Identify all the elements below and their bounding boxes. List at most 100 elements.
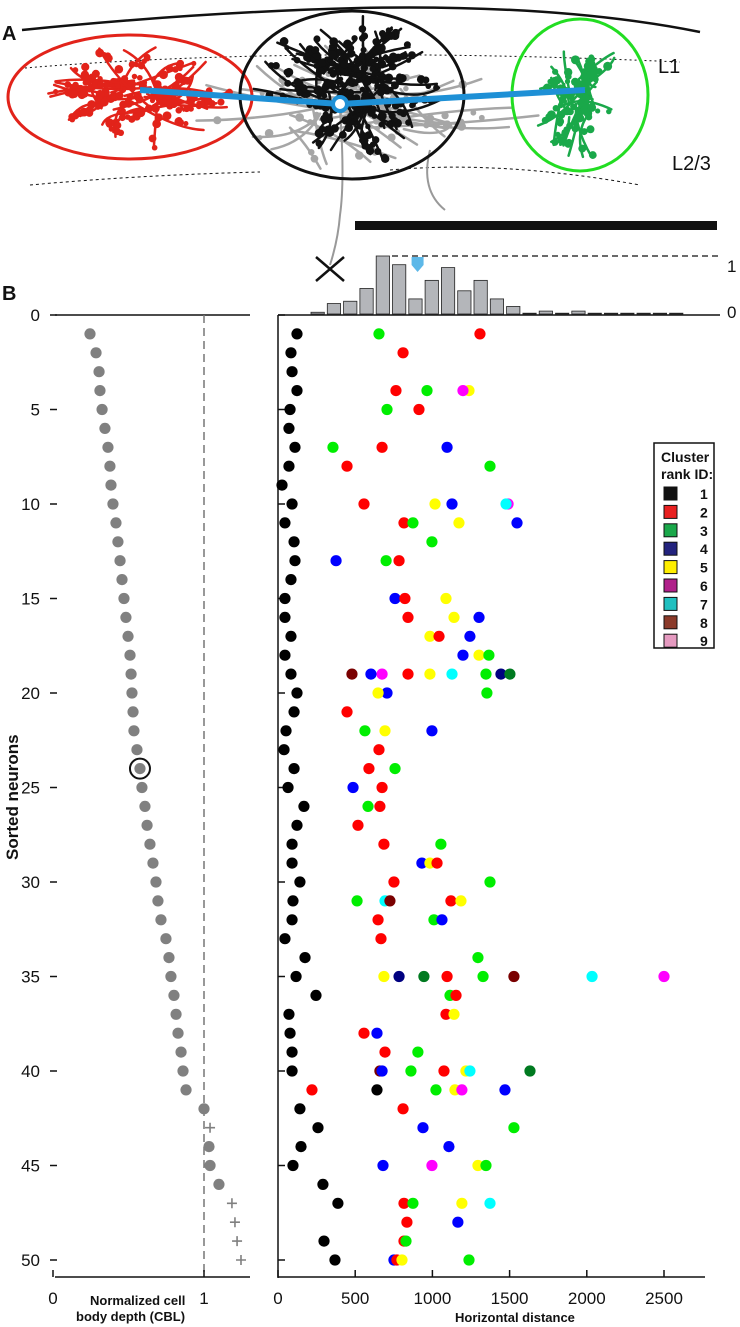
dendrite-varicosity [353,80,359,87]
distance-point-blue [389,592,401,605]
dendrite-varicosity [272,62,280,70]
dendrite-varicosity [72,81,79,89]
depth-point [198,1103,210,1115]
distance-point-green [421,385,433,397]
distance-point-yellow [448,611,460,624]
dendrite-varicosity [100,98,109,107]
distance-point-black [317,1178,329,1190]
legend-item-label: 2 [700,504,708,520]
distance-point-green [480,668,492,680]
dendrite-varicosity [378,87,386,95]
dendrite-varicosity [329,70,337,78]
distance-point-red [306,1084,318,1096]
dendrite-varicosity [373,56,379,62]
distance-point-green [351,895,363,907]
distance-point-magenta [456,1084,468,1096]
depth-point [118,592,130,605]
cluster-legend: Cluster rank ID: 1 2 3 4 5 6 7 8 9 [653,442,715,649]
distance-point-black [286,838,298,850]
dendrite-varicosity [547,78,554,85]
distance-point-black [286,366,298,378]
distance-point-red [358,498,370,510]
distance-point-black [318,1235,330,1247]
distance-point-green [430,1084,442,1096]
depth-point [116,574,128,586]
distance-point-green [508,1122,520,1134]
dendrite-varicosity [586,70,596,79]
layer-l23-label: L2/3 [672,153,711,175]
depth-ylabel: Sorted neurons [3,734,22,860]
histogram-bar [604,312,619,315]
histogram-bar [326,303,341,315]
dendrite-varicosity [105,54,113,63]
dendrite-varicosity [81,62,90,72]
dendrite-varicosity [478,114,485,121]
dendrite-varicosity [571,77,580,86]
legend-title-line1: Cluster [661,449,710,465]
dendrite-varicosity [120,108,126,114]
distance-point-black [289,555,301,567]
distance-point-black [291,687,303,699]
dendrite-varicosity [80,108,87,116]
dendrite-varicosity [213,116,222,125]
distance-point-red [358,1027,370,1039]
dendrite-varicosity [580,128,588,136]
distance-point-black [288,536,300,548]
histogram-bar [522,312,537,315]
dendrite-varicosity [405,57,412,63]
dendrite-varicosity [284,45,290,51]
distance-point-blue [436,914,448,926]
distance-point-green [481,687,493,699]
legend-swatch [663,578,678,593]
distance-point-green [362,800,374,813]
dendrite-varicosity [328,49,337,59]
dendrite-varicosity [124,99,130,105]
dendrite-varicosity [116,92,124,99]
distance-point-navy [393,970,405,983]
distance-point-blue [417,1122,429,1134]
dendrite-varicosity [552,68,559,75]
dendrite-varicosity [355,151,364,160]
histogram-bar [620,312,635,315]
dendrite-branch [252,87,343,113]
dendrite-varicosity [64,81,72,89]
dendrite-varicosity [426,114,435,123]
distance-point-darkred [384,895,396,907]
distance-xtick-label: 1500 [491,1289,529,1308]
distance-point-red [375,933,387,945]
distance-point-black [371,1084,383,1096]
distance-point-black [286,914,298,926]
layer-l1-label: L1 [658,56,680,78]
depth-xtick-label: 0 [48,1289,57,1308]
distance-point-black [279,592,291,605]
depth-ytick-label: 50 [21,1251,40,1270]
distance-point-green [327,441,339,453]
distance-point-black [276,479,288,491]
depth-point [155,914,167,926]
dendrite-varicosity [555,131,561,138]
dendrite-varicosity [387,133,396,142]
distance-point-darkgreen [418,970,430,983]
depth-ytick-label: 10 [21,495,40,514]
distance-point-blue [446,498,458,510]
histogram-bar [408,298,423,315]
distance-point-black [285,630,297,642]
dendrite-varicosity [176,59,185,68]
dendrite-varicosity [571,125,579,133]
depth-point [180,1084,192,1096]
dendrite-varicosity [570,55,580,65]
mean-position-marker [411,257,424,272]
distance-point-red [440,1008,452,1020]
distance-point-black [289,441,301,453]
distance-point-red [401,1216,413,1228]
dendrite-varicosity [217,98,225,106]
distance-point-black [285,668,297,680]
depth-point [177,1065,189,1077]
depth-point [125,668,137,680]
dendrite-varicosity [70,90,79,98]
dendrite-varicosity [381,154,390,163]
distance-point-black [291,819,303,831]
distance-point-black [282,781,294,794]
distance-point-black [279,611,291,624]
dendrite-varicosity [359,132,369,142]
